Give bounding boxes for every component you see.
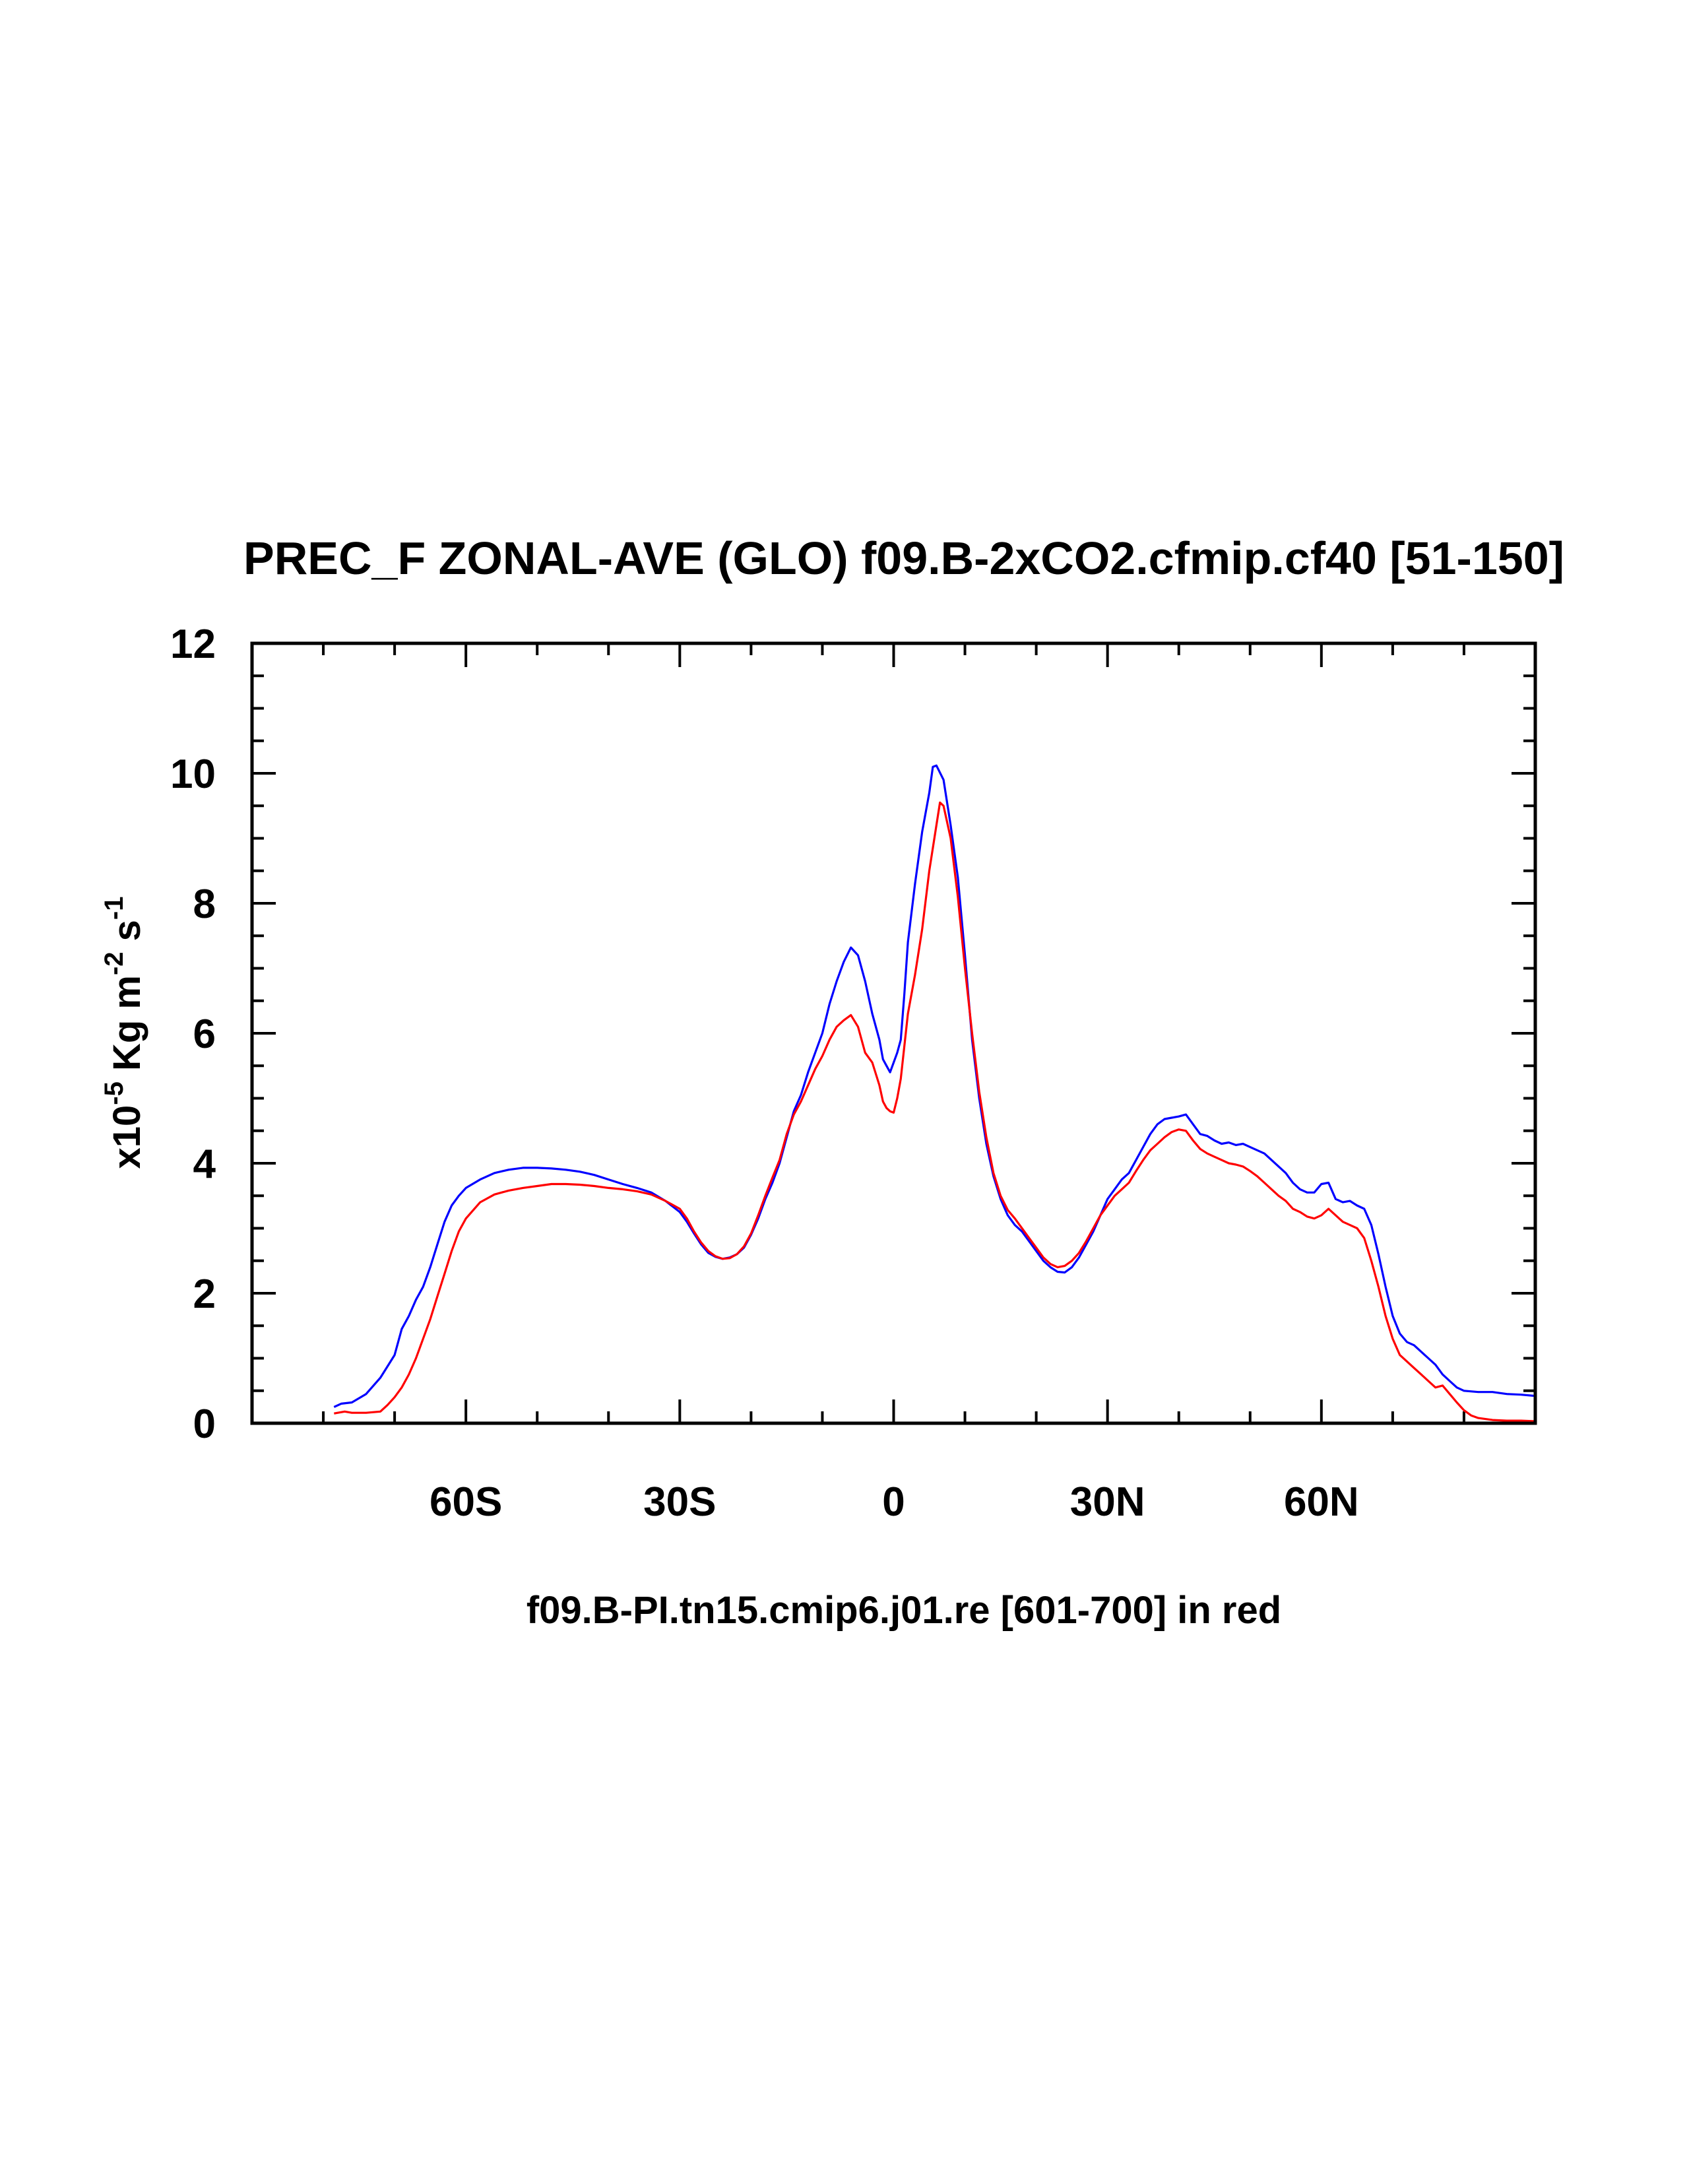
series-layer: [333, 764, 1536, 1423]
x-tick-label: 30S: [643, 1479, 716, 1525]
x-tick-label: 30N: [1070, 1479, 1145, 1525]
x-tick-label: 60S: [430, 1479, 502, 1525]
axis-ticks: [252, 642, 1535, 1425]
y-tick-label: 6: [193, 1012, 216, 1057]
series-line-2: [334, 801, 1536, 1423]
x-tick-label: 0: [882, 1479, 905, 1525]
y-tick-labels: 0 2 4 6 8 10 12: [170, 622, 216, 1447]
series-line-1: [333, 764, 1536, 1408]
chart-title: PREC_F ZONAL-AVE (GLO) f09.B-2xCO2.cfmip…: [243, 532, 1564, 584]
x-axis-label: f09.B-PI.tn15.cmip6.j01.re [601-700] in …: [526, 1589, 1281, 1632]
plot-frame: [250, 641, 1537, 1425]
y-tick-label: 12: [170, 622, 216, 667]
y-tick-label: 8: [193, 882, 216, 927]
y-tick-label: 10: [170, 752, 216, 797]
y-tick-label: 4: [193, 1141, 216, 1187]
x-tick-labels: 60S 30S 0 30N 60N: [430, 1479, 1359, 1525]
x-tick-label: 60N: [1284, 1479, 1359, 1525]
y-tick-label: 0: [193, 1401, 216, 1447]
y-axis-label: x10-5 Kg m-2 s-1: [100, 896, 148, 1169]
y-tick-label: 2: [193, 1271, 216, 1317]
